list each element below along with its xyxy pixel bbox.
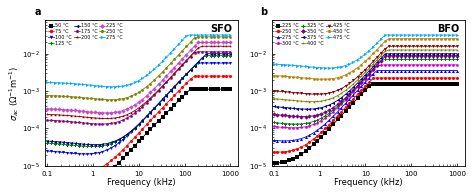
Text: SFO: SFO xyxy=(210,24,233,34)
Text: b: b xyxy=(261,7,268,17)
Text: BFO: BFO xyxy=(437,24,459,34)
X-axis label: Frequency (kHz): Frequency (kHz) xyxy=(334,178,402,187)
Legend: 50 °C, 75 °C, 100 °C, 125 °C, 150 °C, 175 °C, 200 °C, 225 °C, 250 °C, 275 °C: 50 °C, 75 °C, 100 °C, 125 °C, 150 °C, 17… xyxy=(47,22,124,47)
Text: a: a xyxy=(35,7,41,17)
Y-axis label: $\sigma_{ac}$ ($\Omega^{-1}$m$^{-1}$): $\sigma_{ac}$ ($\Omega^{-1}$m$^{-1}$) xyxy=(7,65,21,120)
Legend: 225 °C, 250 °C, 275 °C, 300 °C, 325 °C, 350 °C, 375 °C, 400 °C, 425 °C, 450 °C, : 225 °C, 250 °C, 275 °C, 300 °C, 325 °C, … xyxy=(274,22,351,47)
X-axis label: Frequency (kHz): Frequency (kHz) xyxy=(108,178,176,187)
